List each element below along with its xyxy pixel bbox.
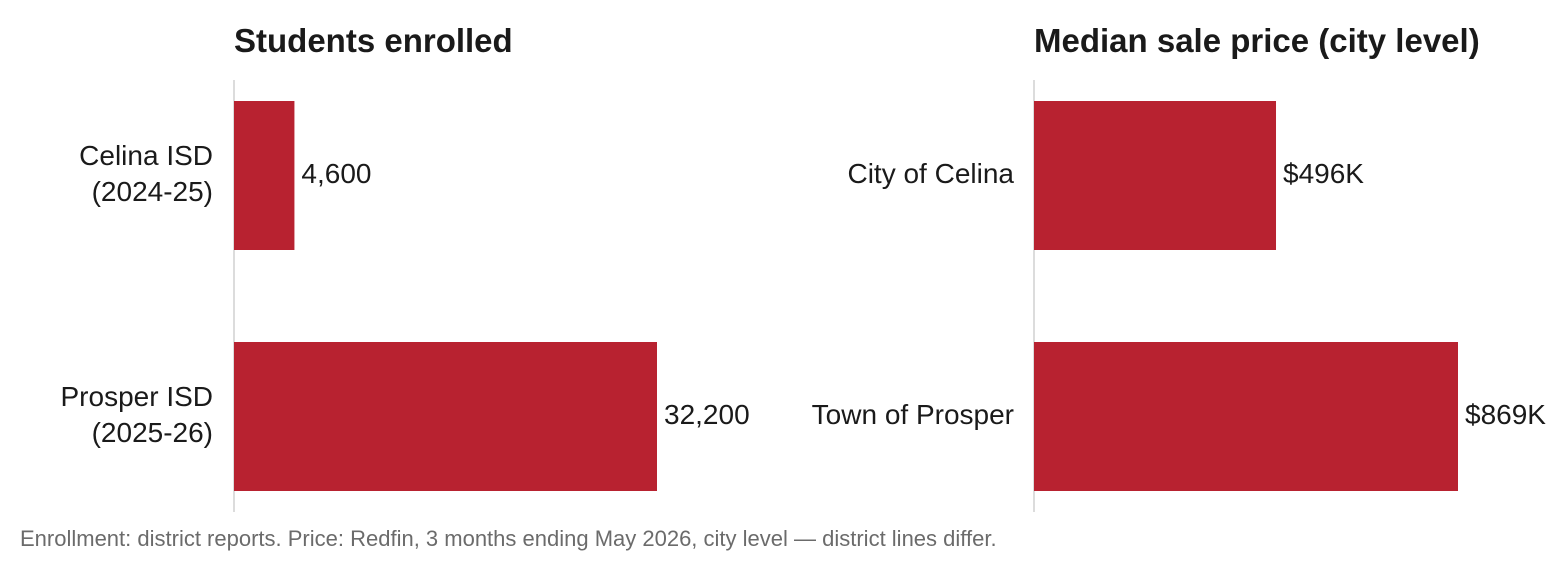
price-category-label: City of Celina xyxy=(847,158,1014,189)
price-value-label: $496K xyxy=(1283,158,1364,189)
price-bar xyxy=(1034,101,1277,250)
enrollment-chart-title: Students enrolled xyxy=(234,22,513,59)
enrollment-category-label: Prosper ISD xyxy=(61,381,214,412)
enrollment-value-label: 4,600 xyxy=(301,158,371,189)
enrollment-category-label: Celina ISD xyxy=(79,140,213,171)
enrollment-category-label: (2024-25) xyxy=(92,176,213,207)
enrollment-value-label: 32,200 xyxy=(664,399,750,430)
price-bar xyxy=(1034,342,1458,491)
price-value-label: $869K xyxy=(1465,399,1546,430)
price-chart-title: Median sale price (city level) xyxy=(1034,22,1480,59)
enrollment-bar xyxy=(234,342,657,491)
enrollment-category-label: (2025-26) xyxy=(92,417,213,448)
price-category-label: Town of Prosper xyxy=(812,399,1014,430)
source-footnote: Enrollment: district reports. Price: Red… xyxy=(20,526,997,551)
enrollment-bar xyxy=(234,101,295,250)
